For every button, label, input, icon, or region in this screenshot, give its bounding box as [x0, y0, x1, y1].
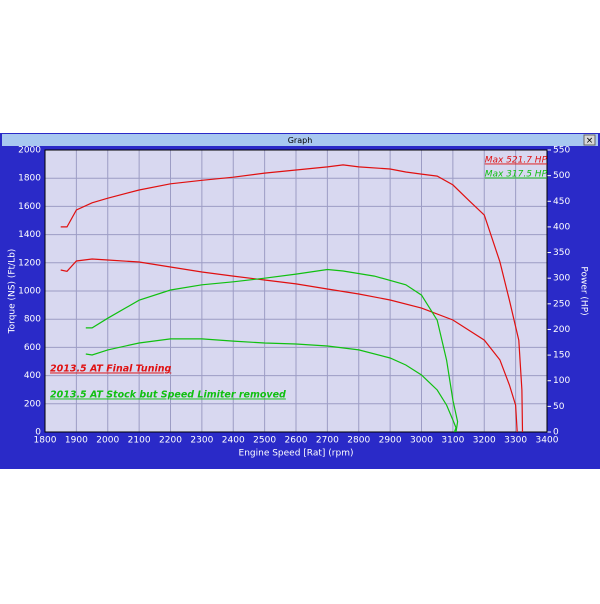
x-tick-label: 2400 [222, 436, 245, 446]
plot-border [44, 149, 548, 433]
y-tick-label: 1600 [18, 202, 41, 212]
x-tick-label: 2200 [159, 436, 182, 446]
series-line [85, 268, 459, 433]
y-tick-label: 600 [24, 343, 41, 353]
x-tick-label: 1900 [65, 436, 88, 446]
y-tick-label: 1800 [18, 174, 41, 184]
x-tick-label: 3300 [504, 436, 527, 446]
x-tick-label: 2100 [128, 436, 151, 446]
close-icon: × [586, 136, 594, 146]
close-button[interactable] [583, 134, 596, 146]
y2-tick-label: 400 [553, 222, 570, 232]
y2-tick-label: 450 [553, 197, 570, 207]
legend-entry: 2013.5 AT Final Tuning [50, 364, 171, 375]
y-axis-label: Torque (NS) (Ft/Lb) [8, 249, 18, 335]
max-annotation: Max 521.7 HP [485, 156, 548, 166]
series-line [85, 338, 457, 433]
y2-tick-label: 350 [553, 248, 570, 258]
y2-tick-label: 550 [553, 146, 570, 156]
window-title: Graph [288, 136, 313, 145]
y-tick-label: 1400 [18, 230, 41, 240]
y2-axis-label: Power (HP) [579, 266, 589, 315]
y2-tick-label: 150 [553, 351, 570, 361]
x-tick-label: 2800 [347, 436, 370, 446]
x-tick-label: 2000 [96, 436, 119, 446]
x-tick-label: 3200 [473, 436, 496, 446]
title-bar [2, 134, 598, 146]
x-tick-label: 2900 [379, 436, 402, 446]
y-tick-label: 200 [24, 399, 41, 409]
max-annotation: Max 317.5 HP [485, 170, 548, 180]
y-tick-label: 0 [35, 428, 41, 438]
y2-tick-label: 200 [553, 325, 570, 335]
series-line [60, 258, 518, 433]
y-tick-label: 2000 [18, 146, 41, 156]
y2-tick-label: 100 [553, 376, 570, 386]
y-tick-label: 1000 [18, 287, 41, 297]
x-tick-label: 2300 [190, 436, 213, 446]
y-tick-label: 1200 [18, 258, 41, 268]
x-axis-label: Engine Speed [Rat] (rpm) [239, 449, 354, 459]
x-tick-label: 3400 [536, 436, 559, 446]
x-tick-label: 1800 [34, 436, 57, 446]
y2-tick-label: 300 [553, 274, 570, 284]
y-tick-label: 800 [24, 315, 41, 325]
x-tick-label: 3000 [410, 436, 433, 446]
x-tick-label: 2500 [253, 436, 276, 446]
x-tick-label: 2700 [316, 436, 339, 446]
y2-tick-label: 0 [553, 428, 559, 438]
y2-tick-label: 250 [553, 299, 570, 309]
series-line [60, 164, 524, 433]
y2-tick-label: 50 [553, 402, 565, 412]
x-tick-label: 2600 [285, 436, 308, 446]
x-tick-label: 3100 [441, 436, 464, 446]
y2-tick-label: 500 [553, 171, 570, 181]
y-tick-label: 400 [24, 371, 41, 381]
legend-entry: 2013.5 AT Stock but Speed Limiter remove… [50, 390, 286, 401]
